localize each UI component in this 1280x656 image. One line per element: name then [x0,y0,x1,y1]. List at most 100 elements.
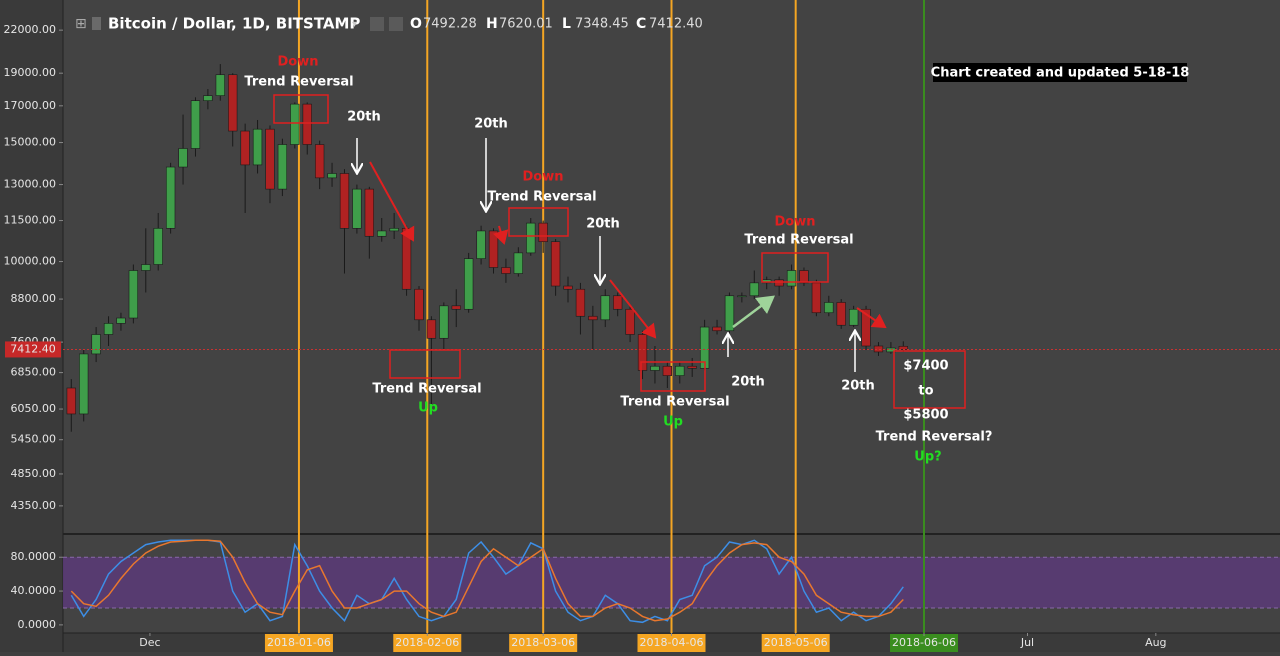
annotation: Trend Reversal? [876,430,993,445]
candle-body [502,267,511,273]
candle-body [92,334,101,353]
ohlc-value: 7620.01 [499,17,553,32]
candle-body [179,148,188,167]
y-tick-label: 10000.00 [4,255,57,268]
last-price-label: 7412.40 [10,342,56,355]
y2-tick-label: 40.0000 [11,584,57,597]
symbol-dropdown[interactable]: ▾ [352,19,357,30]
add-icon[interactable]: ⊞ [75,16,87,32]
candle-body [67,388,76,414]
y-tick-label: 8800.00 [11,292,57,305]
x-tick-label: 2018-06-06 [892,636,956,649]
candle-body [613,296,622,309]
ohlc-value: 7412.40 [649,17,703,32]
y-tick-label: 15000.00 [4,136,57,149]
ohlc-label: H [486,16,498,32]
ohlc-value: 7348.45 [575,17,629,32]
annotation: Down [278,55,319,70]
candle-body [713,327,722,331]
candle-body [812,283,821,313]
annotation: to [918,384,933,399]
y-tick-label: 17000.00 [4,99,57,112]
candle-body [104,323,113,334]
candle-body [303,104,312,144]
candle-body [228,75,237,131]
x-tick-label: Aug [1145,636,1166,649]
annotation: Trend Reversal [744,233,853,248]
candle-body [651,366,660,370]
candle-body [315,145,324,178]
y-tick-label: 11500.00 [4,214,57,227]
candle-body [216,75,225,96]
candle-body [800,271,809,283]
eye-icon[interactable] [370,17,384,31]
candle-body [824,302,833,312]
ohlc-label: O [410,16,422,32]
candle-body [415,289,424,320]
candle-body [266,129,275,189]
candle-body [204,96,213,101]
ohlc-value: 7492.28 [423,17,477,32]
annotation: Down [523,170,564,185]
candle-body [166,167,175,228]
candle-body [402,228,411,289]
annotation: Trend Reversal [487,190,596,205]
annotation: Trend Reversal [372,382,481,397]
annotation: $5800 [903,408,948,423]
symbol-title[interactable]: Bitcoin / Dollar, 1D, BITSTAMP [108,15,360,33]
x-tick-label: Dec [139,636,160,649]
y2-tick-label: 80.0000 [11,550,57,563]
candle-body [241,131,250,165]
y-tick-label: 19000.00 [4,66,57,79]
candle-body [601,296,610,320]
x-tick-label: 2018-01-06 [267,636,331,649]
y-tick-label: 6050.00 [11,402,57,415]
candle-body [464,259,473,310]
candle-body [477,231,486,259]
candle-body [489,231,498,268]
candle-body [141,265,150,271]
symbol-icon [92,17,101,30]
ohlc-label: L [562,16,571,32]
x-tick-label: 2018-03-06 [511,636,575,649]
candle-body [576,289,585,316]
candle-body [117,318,126,323]
candle-body [377,231,386,236]
annotation: Down [775,215,816,230]
candle-body [725,296,734,331]
candle-body [675,366,684,375]
candle-body [849,309,858,325]
ohlc-label: C [636,16,646,32]
candle-body [328,173,337,177]
candle-body [514,253,523,274]
x-tick-label: Jul [1020,636,1034,649]
candle-body [551,242,560,286]
candle-body [738,296,747,297]
annotation: Up [418,401,438,416]
candle-body [253,129,262,165]
note: Chart created and updated 5-18-18 [931,66,1190,81]
y-tick-label: 4350.00 [11,499,57,512]
x-tick-label: 2018-04-06 [640,636,704,649]
candle-body [290,104,299,144]
candle-body [340,173,349,228]
candle-body [526,223,535,253]
x-tick-label: 2018-05-06 [764,636,828,649]
y-tick-label: 4850.00 [11,467,57,480]
x-tick-label: 2018-02-06 [395,636,459,649]
annotation: Up [663,415,683,430]
candle-body [626,309,635,334]
candle-body [787,271,796,287]
candle-body [837,302,846,325]
candle-body [79,354,88,414]
candle-body [191,101,200,149]
candle-body [589,316,598,320]
candle-body [365,189,374,236]
candle-body [638,334,647,370]
settings-icon[interactable] [389,17,403,31]
candle-body [439,306,448,338]
candle-body [129,271,138,319]
candle-body [353,189,362,228]
